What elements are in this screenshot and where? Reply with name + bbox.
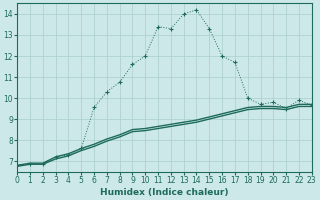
X-axis label: Humidex (Indice chaleur): Humidex (Indice chaleur): [100, 188, 229, 197]
